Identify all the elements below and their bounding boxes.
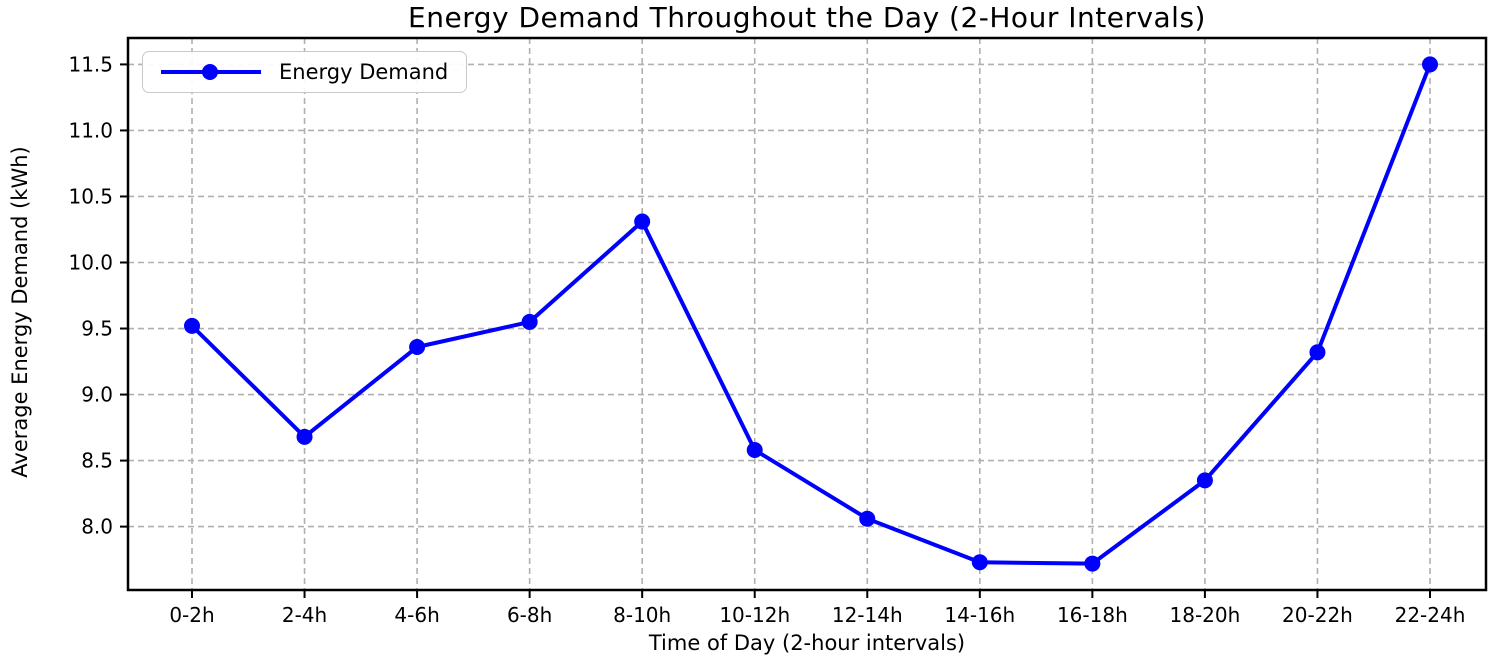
legend-label: Energy Demand bbox=[279, 60, 449, 84]
legend-line-sample bbox=[161, 64, 261, 80]
x-tick-label: 22-24h bbox=[1395, 603, 1466, 627]
data-point bbox=[296, 428, 313, 445]
data-point bbox=[1084, 555, 1101, 572]
y-tick-label: 8.5 bbox=[81, 449, 113, 473]
x-tick-label: 4-6h bbox=[394, 603, 439, 627]
y-tick-label: 9.0 bbox=[81, 383, 113, 407]
data-point bbox=[184, 317, 200, 334]
x-axis-label: Time of Day (2-hour intervals) bbox=[648, 631, 966, 655]
x-tick-label: 2-4h bbox=[282, 603, 327, 627]
x-tick-label: 18-20h bbox=[1170, 603, 1241, 627]
y-tick-label: 9.5 bbox=[81, 317, 113, 341]
y-tick-label: 10.0 bbox=[68, 250, 113, 274]
y-tick-label: 10.5 bbox=[68, 184, 113, 208]
legend-marker-dot bbox=[202, 64, 218, 80]
data-point bbox=[409, 339, 426, 356]
data-point bbox=[746, 442, 763, 459]
y-tick-label: 11.0 bbox=[68, 118, 113, 142]
x-tick-label: 20-22h bbox=[1282, 603, 1353, 627]
data-point bbox=[1422, 56, 1438, 73]
legend: Energy Demand bbox=[142, 51, 468, 93]
data-line bbox=[190, 62, 1432, 566]
x-tick-label: 10-12h bbox=[719, 603, 790, 627]
x-tick-label: 8-10h bbox=[613, 603, 671, 627]
x-tick-label: 0-2h bbox=[169, 603, 214, 627]
data-point bbox=[521, 313, 538, 330]
data-point bbox=[634, 213, 651, 230]
x-tick-label: 12-14h bbox=[832, 603, 903, 627]
x-tick-label: 14-16h bbox=[944, 603, 1015, 627]
plot-border bbox=[126, 36, 1488, 592]
data-point bbox=[1309, 344, 1326, 361]
chart-title: Energy Demand Throughout the Day (2-Hour… bbox=[408, 1, 1206, 34]
data-point bbox=[859, 510, 876, 527]
data-point bbox=[1196, 472, 1213, 489]
y-tick-label: 11.5 bbox=[68, 52, 113, 76]
x-tick-label: 6-8h bbox=[507, 603, 552, 627]
y-tick-label: 8.0 bbox=[81, 515, 113, 539]
data-point bbox=[971, 554, 988, 571]
x-tick-label: 16-18h bbox=[1057, 603, 1128, 627]
